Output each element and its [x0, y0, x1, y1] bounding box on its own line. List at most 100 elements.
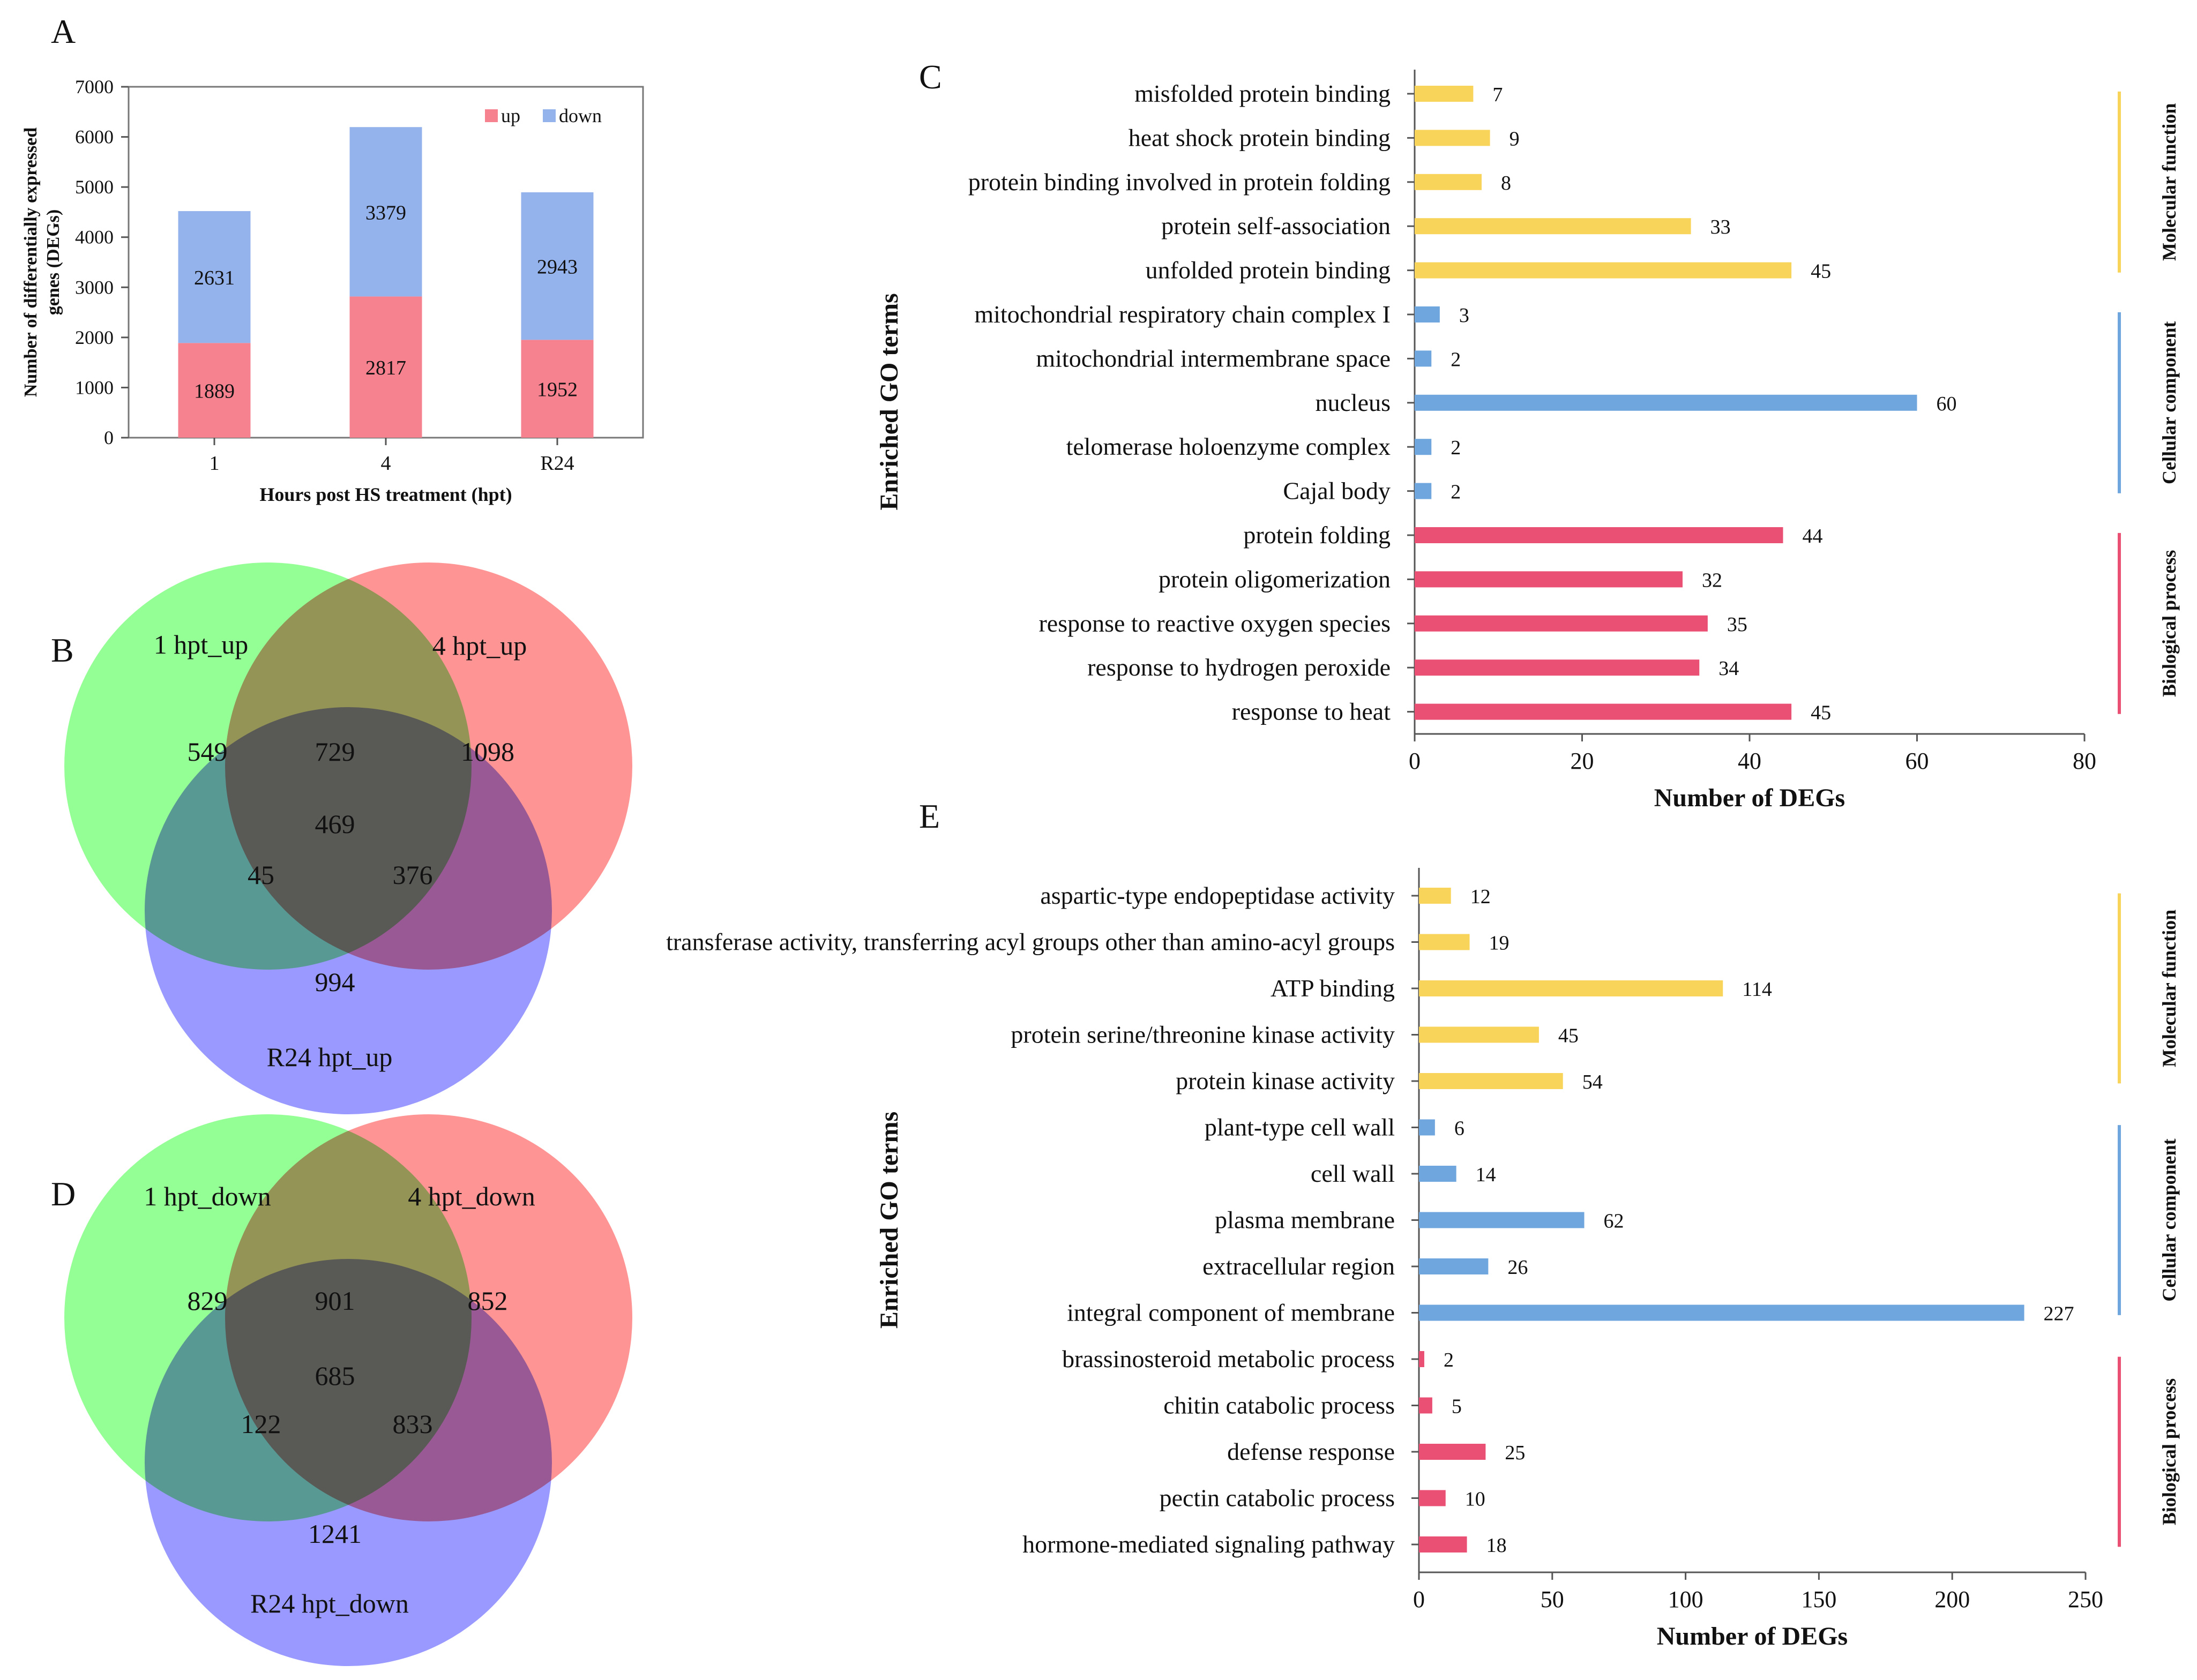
venn-set-label-3: R24 hpt_up — [267, 1042, 393, 1072]
data-label-up: 1889 — [194, 380, 235, 403]
bar-value-label: 32 — [1702, 569, 1722, 591]
bar-up-R24 — [521, 340, 594, 438]
bar-value-label: 34 — [1718, 657, 1739, 680]
panel-label-d: D — [51, 1175, 76, 1213]
term-label: heat shock protein binding — [1129, 124, 1391, 151]
bar-mf — [1419, 1026, 1539, 1043]
group-label-bp: Biological process — [2158, 550, 2180, 697]
legend-label-up: up — [501, 105, 520, 126]
x-tick-label: 0 — [1409, 748, 1421, 774]
term-label: cell wall — [1311, 1160, 1395, 1187]
venn-region-only1: 549 — [188, 737, 228, 767]
bar-mf — [1419, 980, 1723, 996]
panel-label-e: E — [919, 797, 940, 835]
bar-value-label: 227 — [2044, 1303, 2074, 1325]
bar-value-label: 18 — [1486, 1534, 1507, 1557]
y-tick-label: 5000 — [75, 176, 114, 198]
venn-region-only3: 994 — [315, 967, 355, 997]
group-label-mf: Molecular function — [2158, 103, 2180, 261]
bar-value-label: 44 — [1803, 525, 1823, 548]
term-label: nucleus — [1315, 389, 1391, 416]
x-tick-label: 60 — [1905, 748, 1929, 774]
y-tick-label: 1000 — [75, 377, 114, 398]
bar-down-4 — [349, 127, 422, 297]
bar-value-label: 3 — [1459, 304, 1469, 327]
x-tick-label: R24 — [540, 452, 574, 475]
term-label: protein self-association — [1161, 212, 1391, 239]
venn-region-only3: 1241 — [308, 1519, 362, 1549]
bar-value-label: 35 — [1727, 613, 1747, 636]
venn-region-s123: 469 — [315, 809, 355, 839]
term-label: chitin catabolic process — [1163, 1392, 1395, 1419]
x-tick-label: 4 — [381, 452, 391, 475]
term-label: integral component of membrane — [1067, 1299, 1395, 1326]
venn-region-s13: 122 — [241, 1409, 281, 1439]
term-label: protein folding — [1243, 521, 1391, 549]
venn-d-down: 829 852 1241 901 122 833 685 1 hpt_down 4 hpt_do… — [64, 1114, 632, 1666]
bar-bp — [1415, 615, 1708, 632]
term-label: protein serine/threonine kinase activity — [1011, 1021, 1395, 1048]
y-tick-label: 7000 — [75, 76, 114, 98]
chart-c-go-terms: 0 20 40 60 80 misfolded protein binding 7 heat … — [875, 70, 2180, 812]
bar-bp — [1415, 659, 1700, 676]
bar-value-label: 45 — [1811, 260, 1831, 283]
bar-value-label: 25 — [1505, 1442, 1525, 1464]
term-label: plant-type cell wall — [1205, 1114, 1395, 1141]
term-label: ATP binding — [1271, 974, 1395, 1002]
bar-value-label: 60 — [1937, 393, 1957, 415]
group-label-cc: Cellular component — [2158, 1138, 2180, 1301]
term-label: unfolded protein binding — [1146, 257, 1391, 284]
term-label: plasma membrane — [1215, 1206, 1395, 1234]
bar-value-label: 2 — [1444, 1349, 1454, 1371]
data-label-down: 2943 — [537, 256, 578, 279]
y-tick-label: 0 — [104, 427, 114, 448]
bar-cc — [1415, 394, 1917, 411]
bar-value-label: 5 — [1452, 1396, 1462, 1418]
bar-bp — [1415, 703, 1792, 720]
bar-value-label: 45 — [1811, 702, 1831, 724]
x-tick-label: 1 — [210, 452, 220, 475]
venn-set-label-2: 4 hpt_down — [408, 1181, 535, 1211]
bar-value-label: 114 — [1742, 978, 1772, 1001]
venn-region-only2: 1098 — [461, 737, 514, 767]
bar-bp — [1419, 1536, 1467, 1552]
bar-cc — [1419, 1119, 1435, 1136]
venn-set-label-1: 1 hpt_down — [144, 1181, 271, 1211]
group-label-mf: Molecular function — [2158, 910, 2180, 1067]
term-label: brassinosteroid metabolic process — [1062, 1345, 1395, 1372]
bar-mf — [1415, 174, 1482, 190]
bar-value-label: 2 — [1451, 481, 1461, 504]
x-tick-label: 20 — [1571, 748, 1594, 774]
bar-mf — [1415, 86, 1474, 102]
bar-bp — [1415, 527, 1783, 543]
term-label: extracellular region — [1202, 1252, 1395, 1280]
venn-circle-3 — [145, 1259, 552, 1666]
term-label: mitochondrial respiratory chain complex … — [974, 301, 1391, 328]
term-label: response to heat — [1232, 698, 1391, 725]
venn-b-up: 549 1098 994 729 45 376 469 1 hpt_up 4 hpt_up R24… — [64, 562, 632, 1114]
bar-up-1 — [178, 343, 251, 438]
bar-value-label: 8 — [1501, 172, 1511, 194]
chart-e-go-terms: 0 50 100 150 200 250 aspartic-type endopeptida… — [666, 868, 2180, 1651]
x-tick-label: 200 — [1934, 1586, 1970, 1612]
venn-region-s12: 729 — [315, 737, 355, 767]
bar-cc — [1419, 1304, 2024, 1321]
bar-value-label: 6 — [1454, 1118, 1464, 1140]
y-tick-label: 4000 — [75, 227, 114, 248]
venn-set-label-3: R24 hpt_down — [250, 1588, 409, 1618]
venn-region-s13: 45 — [248, 860, 274, 890]
data-label-down: 3379 — [365, 201, 406, 224]
legend-swatch-up — [485, 109, 498, 122]
venn-set-label-1: 1 hpt_up — [154, 629, 248, 659]
bar-cc — [1419, 1212, 1585, 1228]
x-tick-label: 100 — [1668, 1586, 1703, 1612]
bar-mf — [1419, 1073, 1563, 1089]
bar-value-label: 19 — [1489, 932, 1509, 955]
bar-cc — [1415, 483, 1432, 499]
bar-up-4 — [349, 296, 422, 438]
venn-circle-3 — [145, 707, 552, 1114]
x-axis-title: Number of DEGs — [1657, 1622, 1848, 1651]
bar-cc — [1419, 1166, 1456, 1182]
bar-bp — [1419, 1490, 1446, 1506]
bar-mf — [1415, 262, 1792, 279]
